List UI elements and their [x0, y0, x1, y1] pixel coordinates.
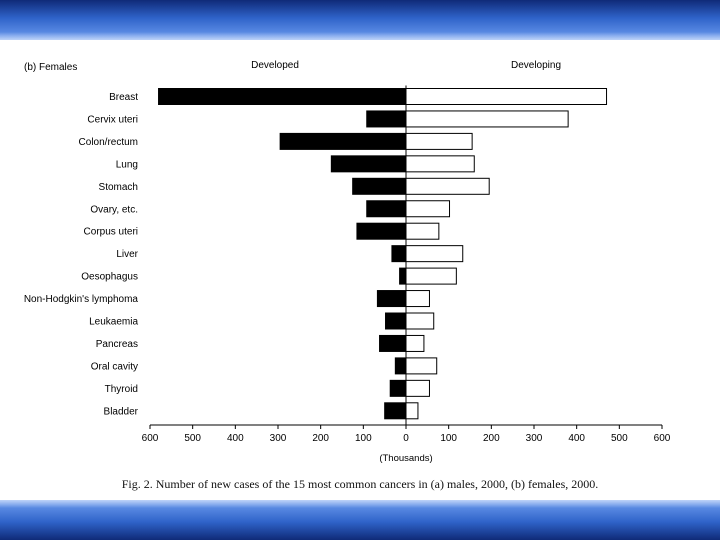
bar-developed	[394, 357, 407, 375]
left-header: Developed	[251, 60, 299, 71]
bar-developed	[330, 155, 407, 173]
bar-developed	[158, 88, 407, 105]
category-label: Ovary, etc.	[90, 204, 138, 215]
category-label: Oesophagus	[81, 272, 138, 283]
bar-developing	[405, 132, 473, 150]
x-tick-label: 400	[227, 433, 244, 444]
bar-developing	[405, 312, 435, 330]
x-tick-label: 0	[403, 433, 409, 444]
panel-label: (b) Females	[24, 62, 77, 73]
category-label: Lung	[116, 159, 138, 170]
bar-developed	[279, 132, 407, 150]
x-tick-label: 100	[355, 433, 372, 444]
bar-developing	[405, 155, 475, 173]
category-label: Oral cavity	[91, 361, 138, 372]
bar-developed	[376, 290, 407, 308]
x-tick-label: 200	[312, 433, 329, 444]
bar-developed	[352, 177, 407, 195]
category-label: Bladder	[104, 406, 139, 417]
bar-developed	[399, 267, 407, 285]
category-label: Corpus uteri	[84, 227, 138, 238]
category-label: Liver	[116, 249, 138, 260]
bar-developing	[405, 245, 464, 263]
bar-developing	[405, 200, 451, 218]
bar-developing	[405, 88, 608, 105]
x-tick-label: 200	[483, 433, 500, 444]
bar-developed	[389, 379, 407, 397]
category-label: Colon/rectum	[79, 137, 138, 148]
bar-developed	[385, 312, 407, 330]
x-tick-label: 400	[568, 433, 585, 444]
bar-developed	[379, 334, 407, 352]
x-tick-label: 600	[654, 433, 671, 444]
bar-developing	[405, 267, 457, 285]
category-label: Leukaemia	[89, 317, 138, 328]
bar-developing	[405, 379, 430, 397]
population-pyramid-chart: (b) Females Developed Developing Breast C…	[24, 60, 671, 464]
bar-developing	[405, 402, 419, 420]
x-axis-label: (Thousands)	[379, 453, 432, 464]
bar-developed	[366, 110, 407, 128]
x-tick-label: 500	[611, 433, 628, 444]
category-label: Pancreas	[96, 339, 138, 350]
category-label: Thyroid	[105, 384, 138, 395]
x-tick-label: 500	[184, 433, 201, 444]
bar-developing	[405, 357, 438, 375]
slide-header-band	[0, 0, 720, 40]
category-label: Stomach	[99, 182, 138, 193]
bar-developed	[384, 402, 407, 420]
figure-caption: Fig. 2. Number of new cases of the 15 mo…	[121, 477, 599, 491]
right-header: Developing	[511, 60, 561, 71]
x-tick-label: 300	[526, 433, 543, 444]
category-label: Non-Hodgkin's lymphoma	[24, 294, 139, 305]
slide-footer-band	[0, 500, 720, 540]
bar-developing	[405, 177, 490, 195]
category-label: Cervix uteri	[87, 114, 138, 125]
bar-developing	[405, 290, 430, 308]
x-tick-label: 300	[270, 433, 287, 444]
category-label: Breast	[109, 92, 138, 103]
bar-developing	[405, 222, 440, 240]
x-tick-label: 100	[440, 433, 457, 444]
bar-developed	[391, 245, 407, 263]
bar-developed	[366, 200, 407, 218]
bar-developing	[405, 110, 569, 128]
bar-developed	[356, 222, 407, 240]
x-tick-label: 600	[142, 433, 159, 444]
bar-developing	[405, 334, 425, 352]
